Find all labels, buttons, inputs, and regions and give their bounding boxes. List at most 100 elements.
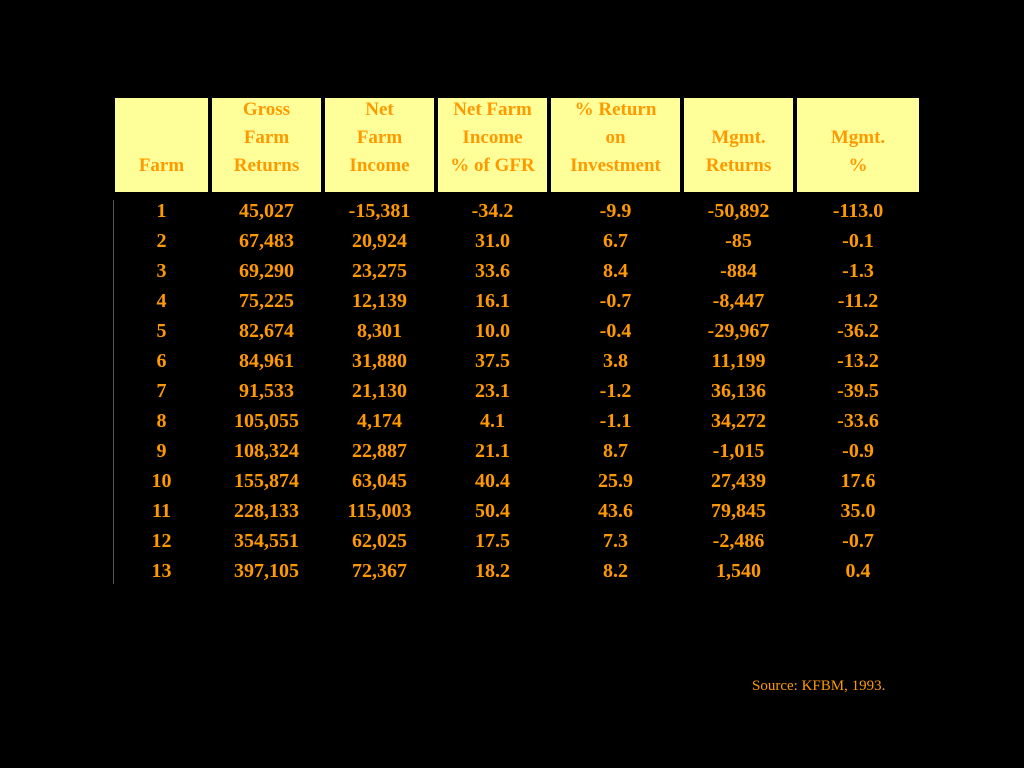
cell-mgmt-pct: -0.9	[842, 440, 874, 462]
header-net-farm-income-pct-gfr: Net Farm Income % of GFR	[436, 96, 549, 194]
cell-farm: 5	[156, 320, 167, 342]
header-farm: Farm	[113, 96, 210, 194]
table-row: 9 108,324 22,887 21.1 8.7 -1,015 -0.9	[113, 436, 921, 466]
cell-net-farm-income-pct-gfr: 37.5	[475, 350, 510, 372]
cell-net-farm-income-pct-gfr: 17.5	[475, 530, 510, 552]
cell-mgmt-returns: -50,892	[707, 200, 770, 222]
header-net-farm-income: Net Farm Income	[323, 96, 436, 194]
cell-farm: 9	[156, 440, 167, 462]
header-line: Mgmt.	[830, 127, 886, 148]
table-row: 1 45,027 -15,381 -34.2 -9.9 -50,892 -113.0	[113, 196, 921, 226]
cell-net-farm-income-pct-gfr: 23.1	[475, 380, 510, 402]
table-row: 10 155,874 63,045 40.4 25.9 27,439 17.6	[113, 466, 921, 496]
cell-net-farm-income-pct-gfr: 4.1	[480, 410, 505, 432]
header-line: Income	[349, 155, 410, 176]
cell-mgmt-pct: -113.0	[832, 200, 884, 222]
cell-mgmt-returns: -85	[725, 230, 752, 252]
table-row: 5 82,674 8,301 10.0 -0.4 -29,967 -36.2	[113, 316, 921, 346]
cell-gross-farm-returns: 155,874	[234, 470, 299, 492]
cell-pct-return-on-investment: 8.7	[603, 440, 628, 462]
cell-mgmt-returns: 27,439	[711, 470, 766, 492]
table-row: 7 91,533 21,130 23.1 -1.2 36,136 -39.5	[113, 376, 921, 406]
cell-gross-farm-returns: 82,674	[239, 320, 294, 342]
cell-farm: 6	[156, 350, 167, 372]
header-line: on	[605, 127, 626, 148]
header-line: Farm	[243, 127, 290, 148]
header-line: Investment	[570, 155, 661, 176]
cell-net-farm-income-pct-gfr: 18.2	[475, 560, 510, 582]
cell-gross-farm-returns: 91,533	[239, 380, 294, 402]
cell-gross-farm-returns: 228,133	[234, 500, 299, 522]
cell-net-farm-income: 22,887	[352, 440, 407, 462]
cell-net-farm-income: 20,924	[352, 230, 407, 252]
header-line: Farm	[356, 127, 403, 148]
cell-net-farm-income: 31,880	[352, 350, 407, 372]
cell-mgmt-pct: -39.5	[837, 380, 879, 402]
cell-net-farm-income-pct-gfr: 40.4	[475, 470, 510, 492]
cell-mgmt-pct: -36.2	[837, 320, 879, 342]
cell-net-farm-income-pct-gfr: 33.6	[475, 260, 510, 282]
cell-mgmt-pct: -13.2	[837, 350, 879, 372]
cell-mgmt-pct: -11.2	[837, 290, 879, 312]
header-mgmt-pct: Mgmt.%	[795, 96, 921, 194]
cell-net-farm-income-pct-gfr: 31.0	[475, 230, 510, 252]
header-line: Net	[365, 99, 394, 120]
table-row: 2 67,483 20,924 31.0 6.7 -85 -0.1	[113, 226, 921, 256]
cell-farm: 7	[156, 380, 167, 402]
header-pct-return-on-investment: % Return on Investment	[549, 96, 682, 194]
cell-net-farm-income: 63,045	[352, 470, 407, 492]
cell-pct-return-on-investment: -0.4	[599, 320, 632, 342]
cell-mgmt-returns: 79,845	[711, 500, 766, 522]
cell-net-farm-income: 8,301	[357, 320, 402, 342]
cell-mgmt-returns: -8,447	[712, 290, 765, 312]
header-line: Mgmt.	[711, 127, 766, 148]
cell-net-farm-income: -15,381	[348, 200, 411, 222]
cell-gross-farm-returns: 108,324	[234, 440, 299, 462]
cell-mgmt-pct: 17.6	[840, 470, 876, 492]
cell-net-farm-income: 115,003	[347, 500, 412, 522]
cell-gross-farm-returns: 75,225	[239, 290, 294, 312]
cell-pct-return-on-investment: -1.2	[599, 380, 632, 402]
header-line: Net Farm	[453, 99, 532, 120]
header-line: Returns	[233, 155, 300, 176]
table-row: 6 84,961 31,880 37.5 3.8 11,199 -13.2	[113, 346, 921, 376]
cell-pct-return-on-investment: -0.7	[599, 290, 632, 312]
cell-pct-return-on-investment: 25.9	[598, 470, 633, 492]
cell-mgmt-pct: -33.6	[837, 410, 879, 432]
cell-farm: 2	[156, 230, 167, 252]
cell-pct-return-on-investment: 3.8	[603, 350, 628, 372]
table-header-row: Farm Gross Farm Returns Net Farm Income Net Far…	[113, 96, 921, 194]
cell-net-farm-income-pct-gfr: -34.2	[471, 200, 514, 222]
cell-mgmt-pct: -0.1	[842, 230, 874, 252]
cell-mgmt-returns: -884	[720, 260, 757, 282]
cell-farm: 1	[156, 200, 167, 222]
cell-pct-return-on-investment: -1.1	[599, 410, 632, 432]
cell-mgmt-pct: 35.0	[840, 500, 876, 522]
cell-mgmt-returns: 36,136	[711, 380, 766, 402]
header-line: Income	[462, 127, 523, 148]
cell-farm: 11	[152, 500, 171, 522]
header-mgmt-returns: Mgmt. Returns	[682, 96, 795, 194]
cell-net-farm-income: 62,025	[352, 530, 407, 552]
cell-pct-return-on-investment: -9.9	[599, 200, 632, 222]
cell-net-farm-income-pct-gfr: 10.0	[475, 320, 510, 342]
cell-pct-return-on-investment: 7.3	[603, 530, 628, 552]
cell-gross-farm-returns: 45,027	[239, 200, 294, 222]
cell-net-farm-income: 21,130	[352, 380, 407, 402]
farm-returns-table: Farm Gross Farm Returns Net Farm Income Net Far…	[113, 96, 921, 586]
table-row: 11 228,133 115,003 50.4 43.6 79,845 35.0	[113, 496, 921, 526]
header-line: % of GFR	[450, 155, 535, 176]
cell-pct-return-on-investment: 8.4	[603, 260, 628, 282]
table-row: 3 69,290 23,275 33.6 8.4 -884 -1.3	[113, 256, 921, 286]
table-row: 8 105,055 4,174 4.1 -1.1 34,272 -33.6	[113, 406, 921, 436]
cell-mgmt-pct: 0.4	[845, 560, 871, 582]
cell-gross-farm-returns: 105,055	[234, 410, 299, 432]
cell-net-farm-income: 4,174	[357, 410, 402, 432]
cell-net-farm-income: 12,139	[352, 290, 407, 312]
cell-gross-farm-returns: 354,551	[234, 530, 299, 552]
cell-farm: 12	[151, 530, 172, 552]
header-line: %	[848, 155, 868, 176]
cell-net-farm-income: 23,275	[352, 260, 407, 282]
table-row: 12 354,551 62,025 17.5 7.3 -2,486 -0.7	[113, 526, 921, 556]
cell-gross-farm-returns: 84,961	[239, 350, 294, 372]
